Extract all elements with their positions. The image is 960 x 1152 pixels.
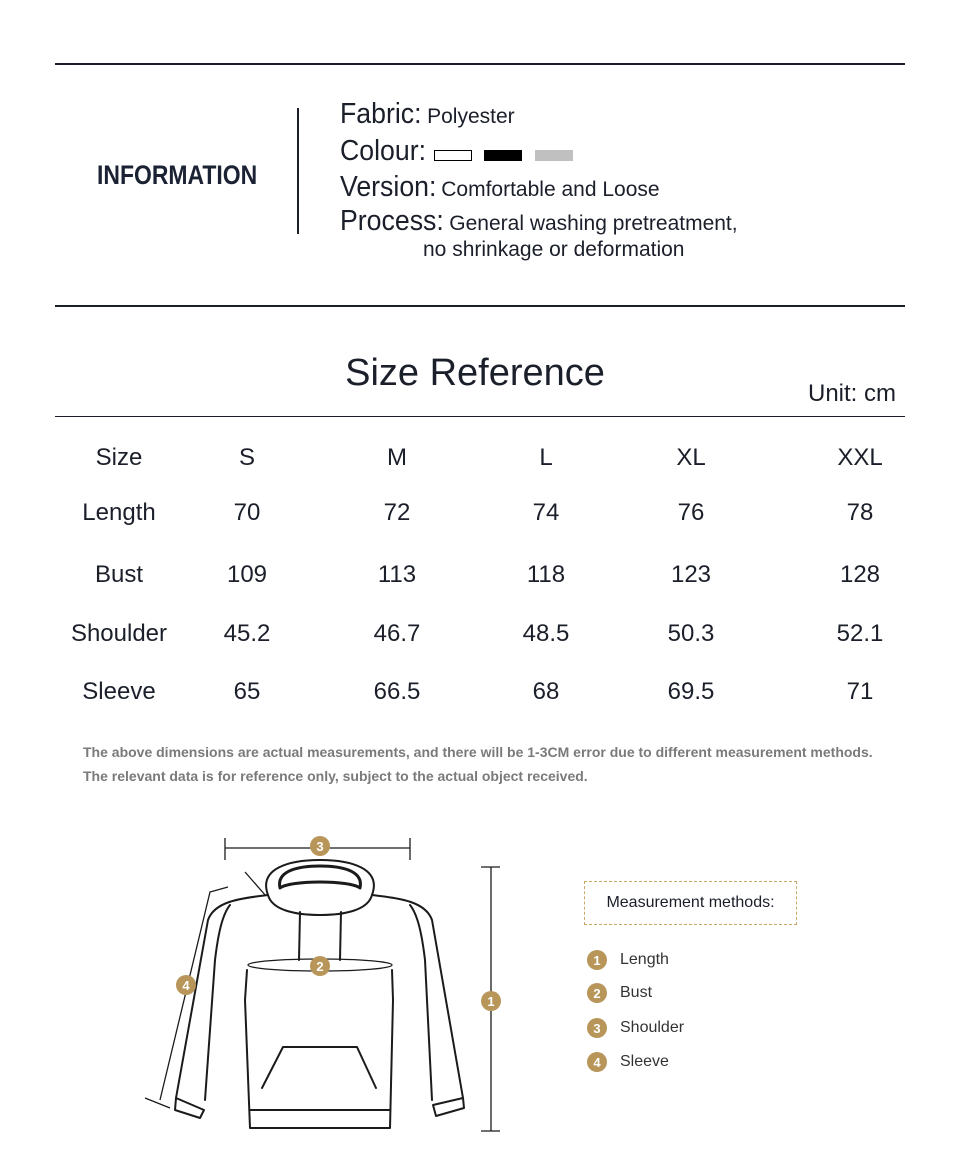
legend-label: Bust bbox=[620, 984, 653, 1001]
table-cell: 69.5 bbox=[667, 678, 715, 705]
swatch-white bbox=[433, 150, 472, 162]
version-line: Version: Comfortable and Loose bbox=[340, 171, 660, 204]
table-cell: L bbox=[539, 444, 553, 471]
unit-label: Unit: cm bbox=[807, 380, 896, 407]
left-cuff bbox=[174, 1097, 205, 1119]
body-left-sleeve bbox=[175, 894, 269, 1099]
fabric-line: Fabric: Polyester bbox=[340, 98, 515, 131]
information-heading: INFORMATION bbox=[97, 160, 258, 190]
process-line: Process: General washing pretreatment, bbox=[340, 205, 738, 238]
table-divider bbox=[55, 416, 905, 417]
table-cell: 65 bbox=[233, 678, 261, 705]
table-cell: 109 bbox=[226, 561, 268, 588]
svg-text:4: 4 bbox=[182, 978, 190, 993]
colour-line: Colour: bbox=[340, 135, 581, 168]
version-value: Comfortable and Loose bbox=[441, 178, 660, 201]
table-cell: 78 bbox=[846, 499, 874, 526]
table-cell: 118 bbox=[526, 561, 566, 588]
table-cell: 113 bbox=[377, 561, 417, 588]
badge-1-icon: 1 bbox=[587, 950, 607, 970]
badge-2-icon: 2 bbox=[587, 983, 607, 1003]
badge-1-icon: 1 bbox=[481, 991, 501, 1011]
badge-2-icon: 2 bbox=[310, 956, 330, 976]
table-cell: XXL bbox=[837, 444, 883, 471]
badge-3-icon: 3 bbox=[587, 1018, 607, 1038]
middle-divider bbox=[55, 305, 905, 307]
table-cell: 48.5 bbox=[522, 620, 570, 647]
table-cell: 66.5 bbox=[373, 678, 421, 705]
fabric-label: Fabric: bbox=[340, 98, 422, 130]
table-cell: 70 bbox=[233, 499, 261, 526]
table-cell: 52.1 bbox=[836, 620, 884, 647]
swatch-grey bbox=[534, 150, 573, 162]
process-value-1: General washing pretreatment, bbox=[449, 212, 738, 235]
row-label: Bust bbox=[94, 561, 144, 588]
badge-4-icon: 4 bbox=[176, 975, 196, 995]
table-cell: 46.7 bbox=[373, 620, 421, 647]
process-value-2: no shrinkage or deformation bbox=[423, 238, 685, 261]
legend-label: Length bbox=[620, 951, 669, 968]
table-cell: 123 bbox=[670, 561, 712, 588]
vertical-divider bbox=[297, 108, 299, 234]
table-cell: 45.2 bbox=[223, 620, 271, 647]
body-right-sleeve bbox=[371, 894, 464, 1099]
legend-sleeve: 4 Sleeve bbox=[587, 1052, 669, 1072]
body-outline bbox=[244, 969, 394, 1129]
legend-label: Sleeve bbox=[620, 1053, 669, 1070]
note-1: The above dimensions are actual measurem… bbox=[83, 744, 873, 760]
row-label: Shoulder bbox=[70, 620, 168, 647]
svg-text:2: 2 bbox=[316, 959, 323, 974]
row-label: Length bbox=[82, 499, 156, 526]
row-label: Sleeve bbox=[82, 678, 156, 705]
process-label: Process: bbox=[340, 205, 444, 237]
sleeve-measure-line bbox=[144, 871, 267, 1109]
swatch-black bbox=[484, 150, 523, 162]
legend-shoulder: 3 Shoulder bbox=[587, 1018, 684, 1038]
svg-text:3: 3 bbox=[316, 839, 323, 854]
drawstrings bbox=[298, 911, 342, 961]
table-cell: XL bbox=[676, 444, 706, 471]
row-label: Size bbox=[95, 444, 143, 471]
table-cell: 72 bbox=[383, 499, 411, 526]
svg-text:1: 1 bbox=[487, 994, 494, 1009]
version-label: Version: bbox=[340, 171, 437, 203]
table-cell: 128 bbox=[839, 561, 881, 588]
badge-3-icon: 3 bbox=[310, 836, 330, 856]
pocket bbox=[261, 1046, 377, 1089]
table-cell: 71 bbox=[846, 678, 874, 705]
badge-4-icon: 4 bbox=[587, 1052, 607, 1072]
hood-inner bbox=[278, 864, 362, 890]
size-reference-title: Size Reference bbox=[345, 352, 605, 394]
table-cell: 68 bbox=[532, 678, 560, 705]
measurement-methods-heading: Measurement methods: bbox=[584, 881, 797, 925]
table-cell: S bbox=[238, 444, 255, 471]
legend-length: 1 Length bbox=[587, 950, 669, 970]
table-cell: 76 bbox=[677, 499, 705, 526]
table-cell: 74 bbox=[532, 499, 560, 526]
top-divider bbox=[55, 63, 905, 65]
note-2: The relevant data is for reference only,… bbox=[83, 768, 588, 784]
fabric-value: Polyester bbox=[427, 105, 515, 128]
colour-label: Colour: bbox=[340, 135, 427, 167]
right-cuff bbox=[432, 1097, 465, 1117]
table-cell: M bbox=[387, 444, 407, 471]
legend-bust: 2 Bust bbox=[587, 983, 652, 1003]
table-cell: 50.3 bbox=[667, 620, 715, 647]
legend-label: Shoulder bbox=[620, 1019, 685, 1036]
